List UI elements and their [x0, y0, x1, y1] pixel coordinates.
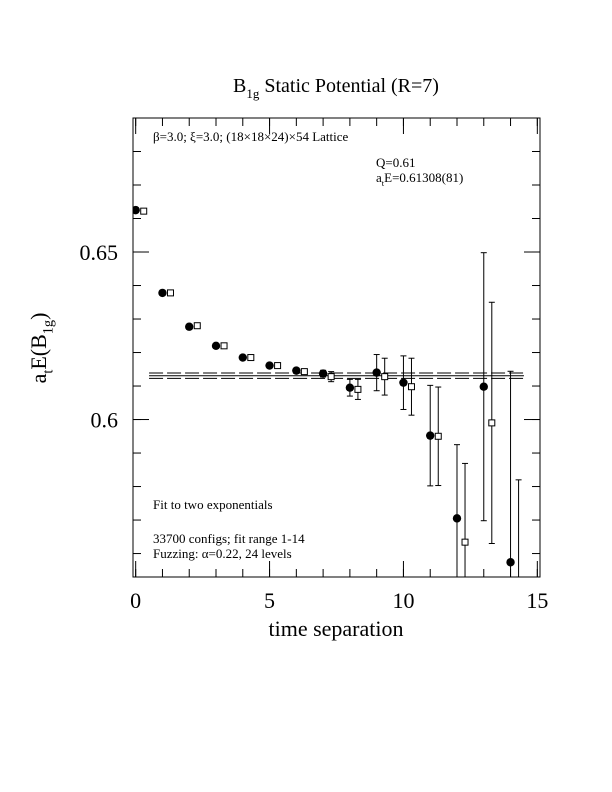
annotation: Q=0.61 [376, 155, 415, 170]
x-tick-label: 0 [130, 588, 141, 613]
point [247, 354, 255, 362]
point [185, 322, 194, 331]
point [516, 591, 522, 597]
annotation: 33700 configs; fit range 1-14 [153, 531, 305, 546]
point [300, 368, 308, 376]
point [381, 373, 389, 381]
annotation-part: a [376, 170, 382, 185]
point [318, 369, 328, 378]
point [140, 207, 148, 215]
point [399, 378, 408, 387]
y-axis-label-part: t [41, 370, 57, 374]
x-tick-label: 5 [264, 588, 275, 613]
y-axis-label-part: E(B [26, 334, 51, 369]
chart-title-part: Static Potential (R=7) [259, 75, 439, 97]
chart-title-part: 1g [246, 86, 260, 101]
x-tick-label: 15 [526, 588, 548, 613]
point [193, 322, 201, 330]
point [452, 514, 462, 523]
point [166, 289, 174, 297]
chart-title: B1g Static Potential (R=7) [233, 75, 439, 101]
point [133, 205, 140, 215]
point [426, 431, 435, 440]
y-axis-label-part: 1g [41, 320, 57, 334]
point [274, 362, 282, 370]
point [461, 538, 469, 546]
point [479, 382, 488, 391]
point [434, 432, 442, 440]
chart-title-part: B [233, 75, 246, 97]
y-axis-label-part: a [26, 373, 51, 383]
y-axis-label: atE(B1g) [26, 313, 57, 384]
point [220, 342, 228, 350]
point [292, 366, 301, 375]
point [265, 361, 274, 370]
point [407, 383, 415, 391]
point [488, 419, 496, 427]
y-tick-label: 0.6 [91, 408, 119, 433]
point [327, 373, 335, 381]
point [238, 353, 247, 362]
annotation: Fuzzing: α=0.22, 24 levels [153, 546, 292, 561]
annotation-part: t [382, 178, 385, 188]
annotation: β=3.0; ξ=3.0; (18×18×24)×54 Lattice [153, 129, 349, 144]
plot-frame [132, 117, 541, 578]
point [345, 383, 355, 392]
point [506, 558, 515, 567]
annotation: atE=0.61308(81) [376, 170, 463, 188]
point [211, 341, 221, 351]
annotation-part: E=0.61308(81) [384, 170, 463, 185]
y-axis-label-part: ) [26, 313, 51, 320]
annotation: Fit to two exponentials [153, 497, 273, 512]
x-tick-label: 10 [392, 588, 414, 613]
point [372, 368, 381, 377]
plot-area [133, 205, 524, 597]
point [158, 288, 167, 298]
y-tick-label: 0.65 [80, 240, 119, 265]
point [354, 385, 362, 393]
x-axis-label: time separation [268, 616, 403, 641]
